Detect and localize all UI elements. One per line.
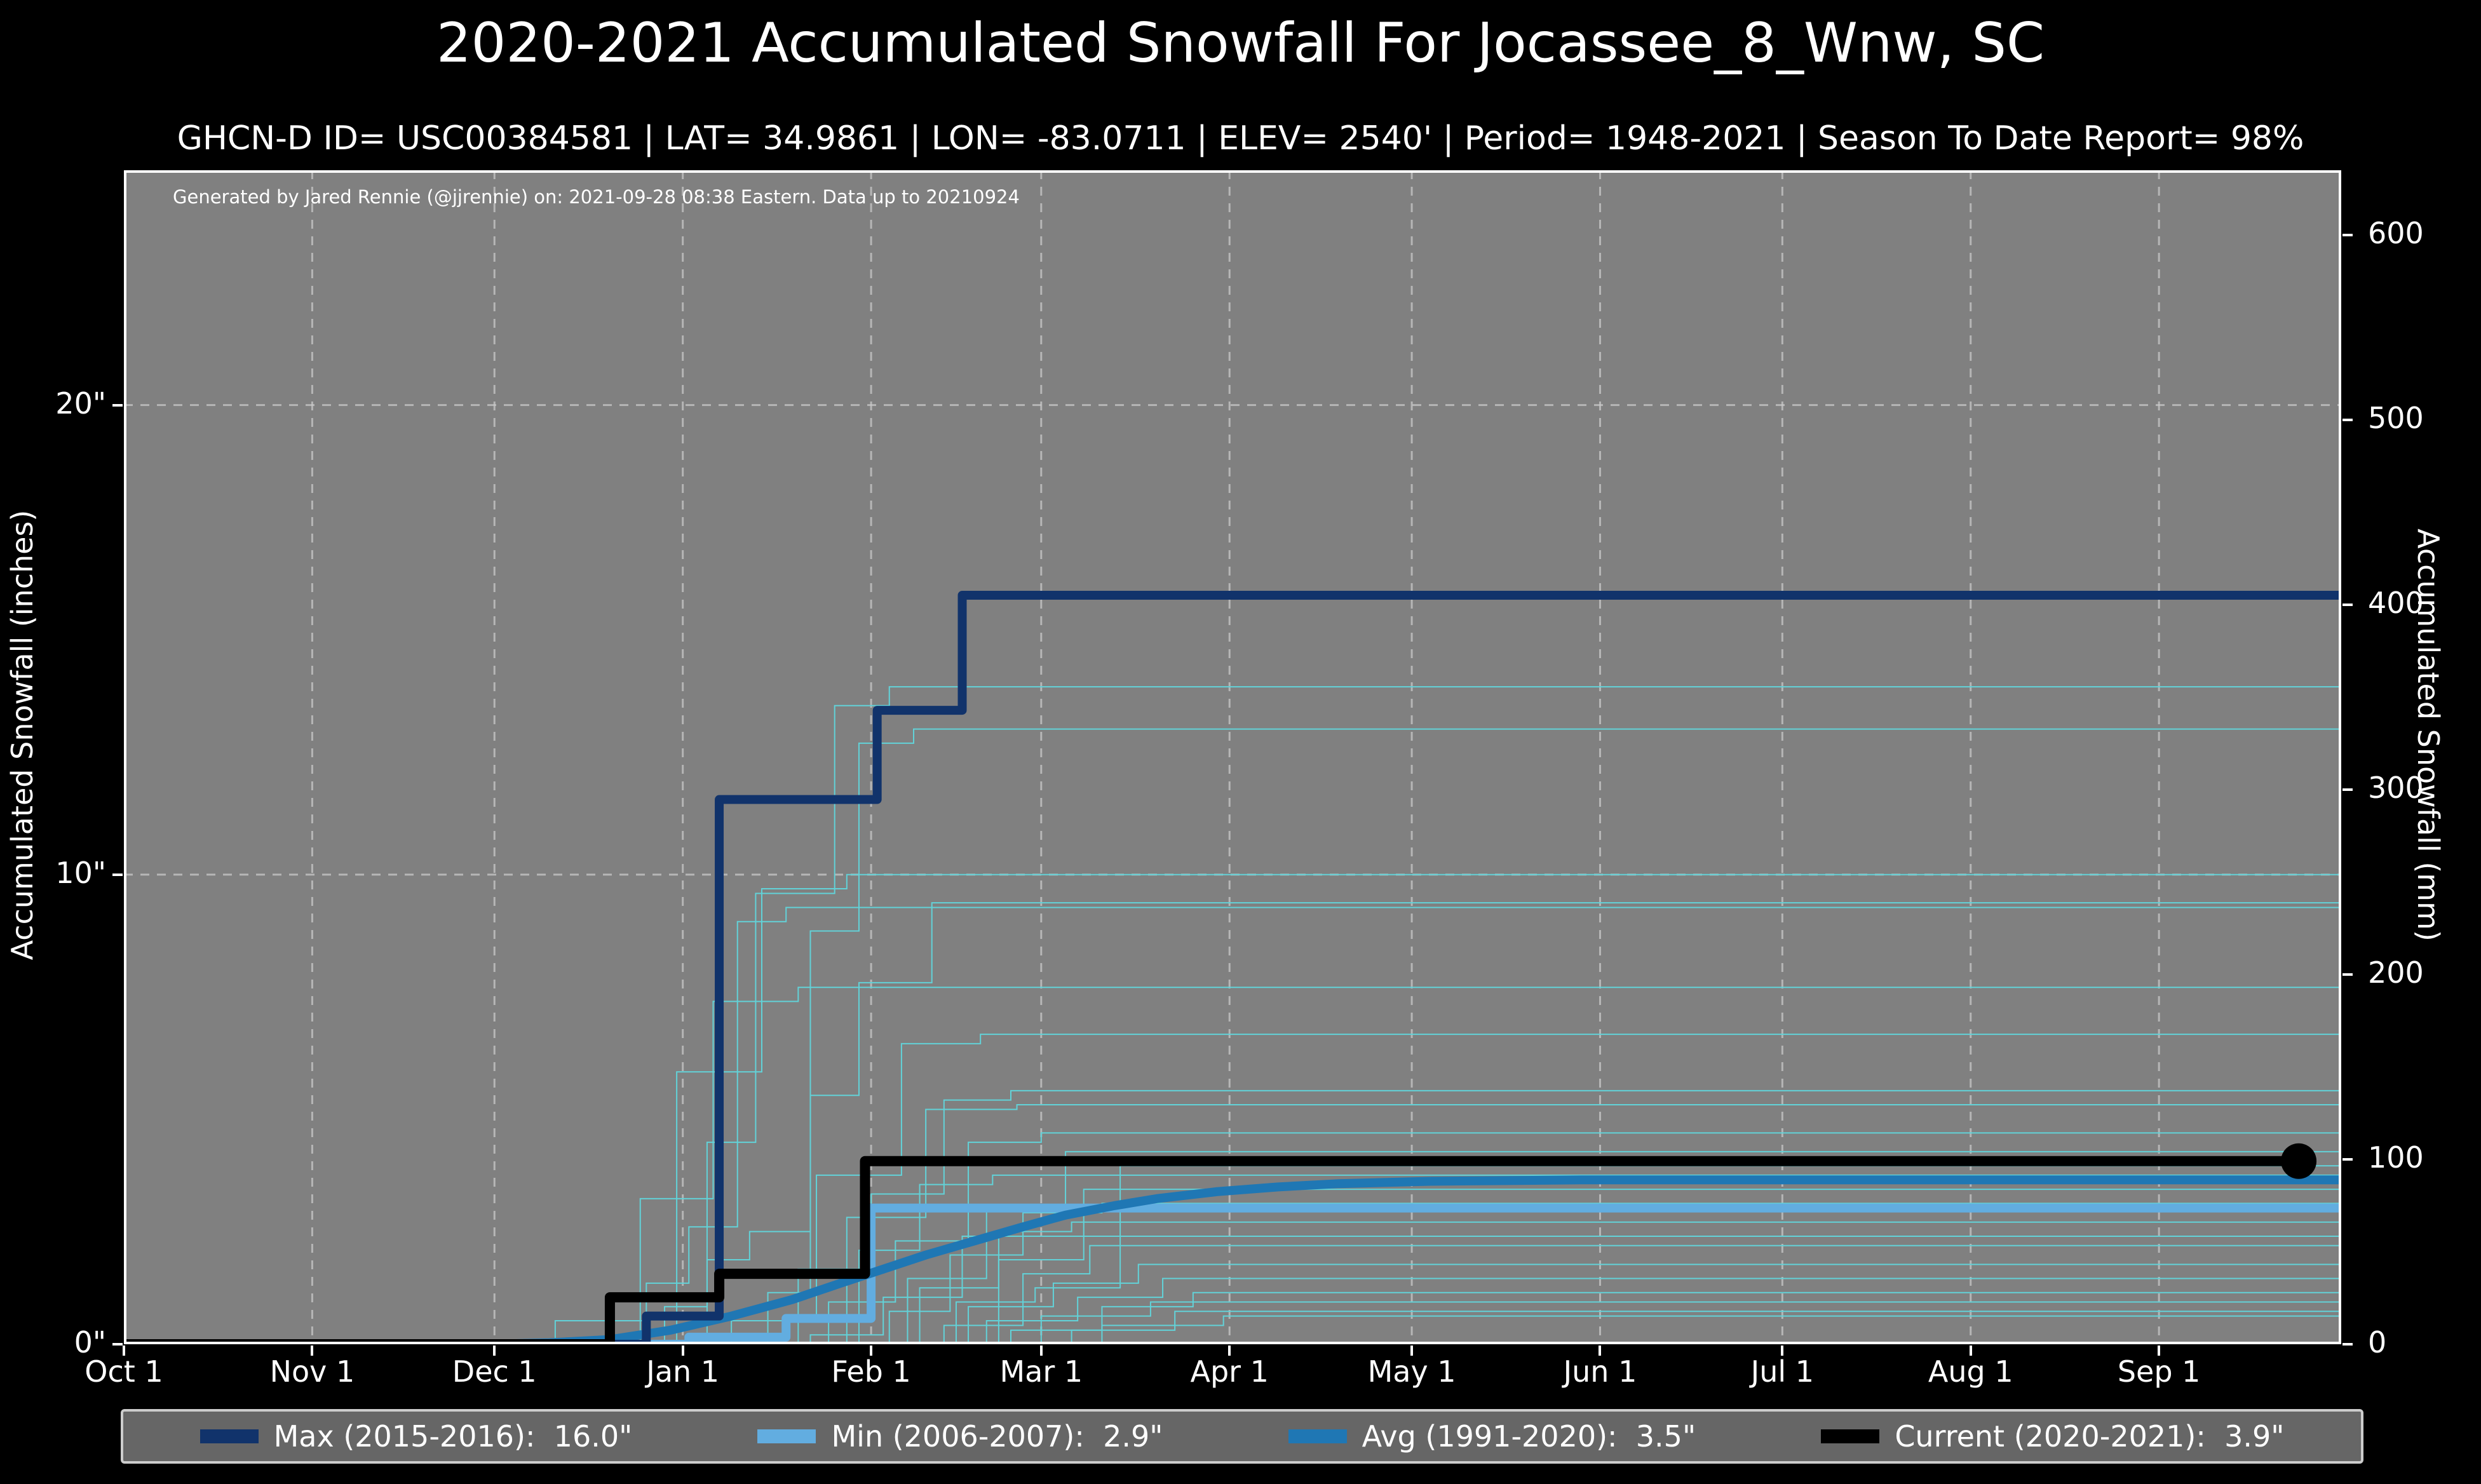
y-axis-right-tick-label: 400 [2368, 585, 2424, 620]
history-season-line [124, 1132, 2341, 1344]
x-axis-tick-label: Aug 1 [1928, 1354, 2013, 1389]
history-season-line [124, 1089, 2341, 1344]
series-line-max [124, 590, 2341, 1344]
chart-legend: Max (2015-2016): 16.0" Min (2006-2007): 2… [121, 1409, 2363, 1464]
series-line-min [124, 1203, 2341, 1344]
y-axis-right-label: Accumulated Snowfall (mm) [2411, 529, 2445, 941]
history-season-line [124, 1174, 2341, 1344]
x-axis-tick-mark [1039, 1346, 1043, 1356]
y-axis-left-tick-mark [112, 873, 123, 876]
legend-item-avg[interactable]: Avg (1991-2020): 3.5" [1288, 1419, 1696, 1454]
x-axis-tick-label: Sep 1 [2117, 1354, 2201, 1389]
history-season-line [124, 1278, 2341, 1344]
x-axis-tick-mark [123, 1346, 125, 1356]
series-endpoint-marker-current [2281, 1143, 2317, 1179]
plot-background [124, 170, 2341, 1344]
y-axis-right-tick-label: 0 [2368, 1325, 2387, 1359]
x-axis-tick-mark [1228, 1346, 1231, 1356]
y-axis-right-tick-label: 600 [2368, 215, 2424, 250]
y-axis-left-tick-label: 20" [55, 386, 106, 421]
history-season-line [124, 1150, 2341, 1344]
history-season-line [124, 1189, 2341, 1344]
legend-swatch-min [757, 1429, 816, 1443]
plot-frame [124, 170, 2341, 1344]
history-season-line [124, 1264, 2341, 1344]
y-axis-right-tick-mark [2342, 233, 2353, 236]
x-axis-tick-label: Nov 1 [269, 1354, 355, 1389]
x-axis-tick-mark [1410, 1346, 1414, 1356]
y-axis-right-tick-label: 500 [2368, 400, 2424, 435]
history-season-line [124, 1245, 2341, 1344]
history-season-line [124, 1315, 2341, 1344]
legend-item-current[interactable]: Current (2020-2021): 3.9" [1821, 1419, 2284, 1454]
x-axis-tick-mark [1599, 1346, 1602, 1356]
grid-lines [124, 170, 2341, 1344]
y-axis-right-tick-mark [2342, 603, 2353, 606]
data-series-group [124, 590, 2341, 1344]
legend-item-min[interactable]: Min (2006-2007): 2.9" [757, 1419, 1163, 1454]
y-axis-right-tick-mark [2342, 418, 2353, 421]
y-axis-left-label: Accumulated Snowfall (inches) [5, 509, 39, 961]
x-axis-tick-mark [311, 1346, 314, 1356]
y-axis-right-tick-label: 200 [2368, 955, 2424, 990]
y-axis-right-tick-mark [2342, 1157, 2353, 1161]
legend-label-avg: Avg (1991-2020): 3.5" [1362, 1419, 1696, 1454]
station-metadata-subtitle: GHCN-D ID= USC00384581 | LAT= 34.9861 | … [177, 119, 2304, 158]
history-season-line [124, 874, 2341, 1344]
x-axis-tick-mark [870, 1346, 873, 1356]
x-axis-tick-mark [493, 1346, 496, 1356]
history-season-line [124, 1301, 2341, 1344]
x-axis-tick-label: Mar 1 [999, 1354, 1083, 1389]
legend-item-max[interactable]: Max (2015-2016): 16.0" [199, 1419, 633, 1454]
history-season-line [124, 987, 2341, 1344]
y-axis-right-tick-mark [2342, 1343, 2353, 1346]
x-axis-tick-mark [1969, 1346, 1972, 1356]
x-axis-tick-mark [681, 1346, 684, 1356]
chart-plot-area [124, 170, 2341, 1344]
chart-credit-annotation: Generated by Jared Rennie (@jjrennie) on… [173, 186, 1020, 208]
legend-swatch-max [199, 1429, 259, 1443]
history-season-line [124, 907, 2341, 1344]
x-axis-tick-label: Feb 1 [831, 1354, 911, 1389]
history-season-line [124, 1235, 2341, 1344]
y-axis-right-tick-label: 100 [2368, 1140, 2424, 1175]
x-axis-tick-label: May 1 [1367, 1354, 1456, 1389]
page-title: 2020-2021 Accumulated Snowfall For Jocas… [436, 11, 2045, 75]
y-axis-right-tick-label: 300 [2368, 770, 2424, 805]
y-axis-left-tick-mark [112, 403, 123, 407]
x-axis-tick-label: Apr 1 [1190, 1354, 1269, 1389]
series-line-current [124, 1156, 2299, 1344]
y-axis-right-tick-mark [2342, 973, 2353, 976]
legend-label-max: Max (2015-2016): 16.0" [273, 1419, 633, 1454]
x-axis-tick-label: Jan 1 [646, 1354, 720, 1389]
y-axis-right-tick-mark [2342, 788, 2353, 791]
history-season-lines [124, 686, 2341, 1344]
x-axis-tick-label: Jun 1 [1563, 1354, 1637, 1389]
x-axis-tick-mark [2158, 1346, 2161, 1356]
series-line-avg [124, 1175, 2341, 1344]
legend-swatch-avg [1288, 1429, 1347, 1443]
x-axis-tick-mark [1781, 1346, 1784, 1356]
history-season-line [124, 1165, 2341, 1344]
y-axis-left-tick-label: 10" [55, 855, 106, 890]
history-season-line [124, 1311, 2341, 1344]
x-axis-tick-label: Dec 1 [452, 1354, 537, 1389]
y-axis-left-tick-mark [112, 1343, 123, 1346]
legend-label-min: Min (2006-2007): 2.9" [831, 1419, 1163, 1454]
y-axis-left-tick-label: 0" [74, 1325, 106, 1359]
history-season-line [124, 1104, 2341, 1344]
x-axis-tick-label: Oct 1 [85, 1354, 163, 1389]
legend-label-current: Current (2020-2021): 3.9" [1895, 1419, 2285, 1454]
legend-swatch-current [1821, 1429, 1880, 1443]
x-axis-tick-label: Jul 1 [1750, 1354, 1815, 1389]
